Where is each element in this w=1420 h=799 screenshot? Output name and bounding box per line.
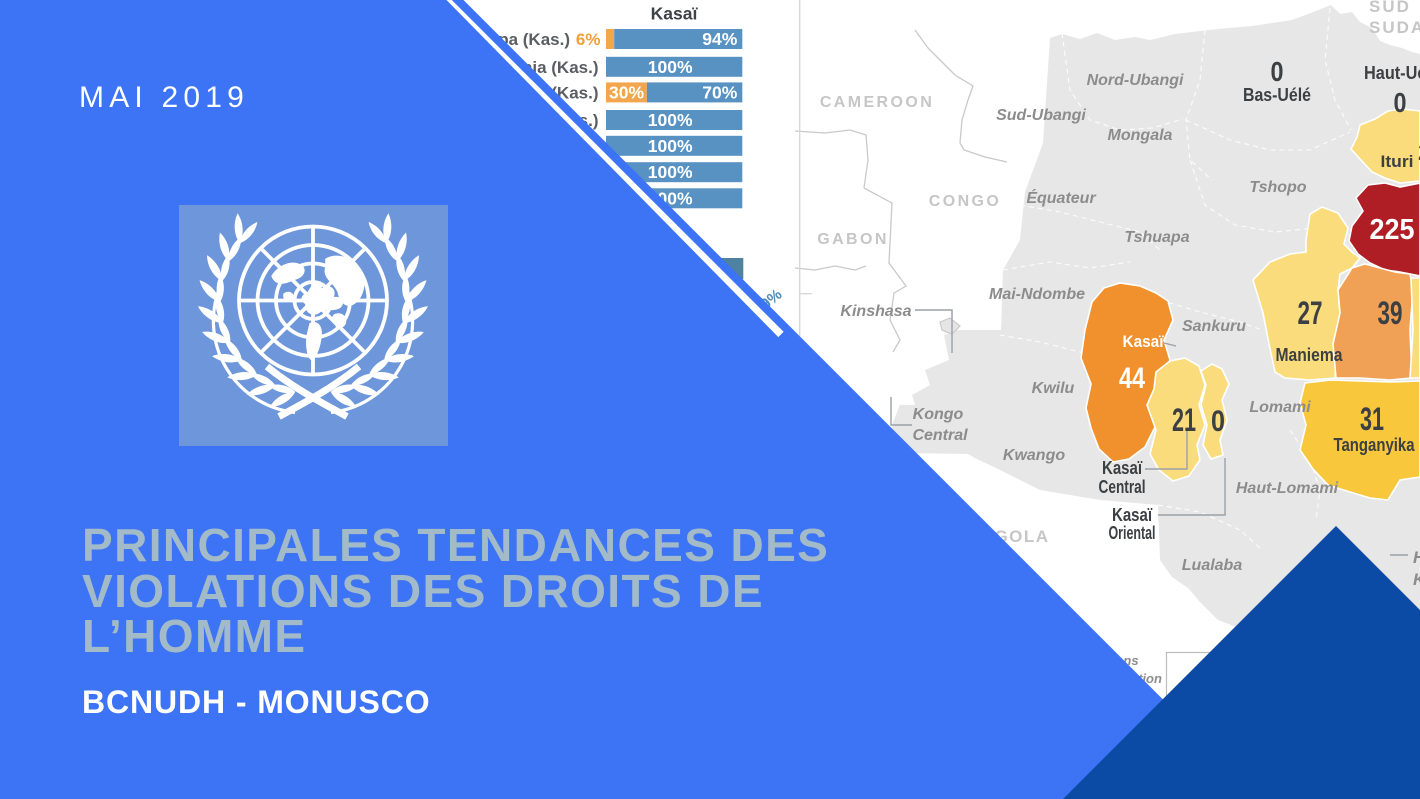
svg-text:0: 0 [1394, 87, 1407, 118]
svg-text:100%: 100% [648, 136, 693, 156]
svg-text:Ka: Ka [1413, 570, 1420, 589]
svg-text:Central: Central [1099, 477, 1146, 497]
svg-text:CAMEROON: CAMEROON [820, 94, 934, 111]
svg-text:30%: 30% [609, 82, 644, 102]
svg-text:Mongala: Mongala [1108, 127, 1173, 144]
svg-text:Nord-Ubangi: Nord-Ubangi [1087, 72, 1184, 89]
svg-text:Kinshasa: Kinshasa [840, 303, 911, 320]
svg-text:100%: 100% [648, 110, 693, 130]
svg-text:Maniema: Maniema [1276, 345, 1344, 365]
svg-text:2: 2 [1418, 139, 1420, 166]
svg-text:27: 27 [1298, 295, 1323, 331]
svg-text:0: 0 [1271, 56, 1284, 87]
svg-text:100%: 100% [648, 57, 693, 77]
svg-text:Ituri: Ituri [1381, 152, 1414, 171]
svg-text:Tanganyika: Tanganyika [1334, 435, 1416, 455]
svg-text:100%: 100% [648, 162, 693, 182]
svg-text:GOLA: GOLA [994, 527, 1049, 546]
svg-text:Bas-Uélé: Bas-Uélé [1243, 85, 1311, 105]
svg-text:Kasaï: Kasaï [1123, 332, 1165, 351]
svg-text:Kwilu: Kwilu [1032, 380, 1075, 397]
svg-text:Équateur: Équateur [1026, 188, 1096, 207]
svg-text:70%: 70% [702, 82, 737, 102]
svg-text:0: 0 [1211, 405, 1225, 438]
svg-text:SUD: SUD [1369, 0, 1411, 16]
svg-text:225: 225 [1370, 214, 1415, 246]
svg-text:44: 44 [1119, 362, 1145, 395]
svg-text:Mai-Ndombe: Mai-Ndombe [989, 286, 1085, 303]
svg-text:6%: 6% [576, 30, 601, 49]
svg-text:Kasaï: Kasaï [1102, 458, 1143, 478]
svg-text:Kasaï: Kasaï [1112, 505, 1153, 525]
svg-text:Lualaba: Lualaba [1182, 557, 1243, 574]
svg-text:Kongo: Kongo [913, 406, 964, 423]
svg-text:CONGO: CONGO [929, 193, 1001, 210]
svg-text:94%: 94% [702, 29, 737, 49]
svg-text:21: 21 [1172, 402, 1196, 438]
svg-text:Tshopo: Tshopo [1249, 179, 1306, 196]
svg-text:31: 31 [1360, 401, 1384, 437]
svg-text:GABON: GABON [817, 231, 889, 248]
svg-text:Haut-Lomami: Haut-Lomami [1236, 480, 1339, 497]
svg-text:Tshuapa: Tshuapa [1124, 229, 1189, 246]
svg-text:Central: Central [912, 427, 968, 444]
svg-text:Kasaï: Kasaï [651, 4, 699, 24]
svg-text:39: 39 [1378, 295, 1403, 331]
svg-text:Kwango: Kwango [1003, 447, 1065, 464]
svg-text:Sankuru: Sankuru [1182, 318, 1246, 335]
svg-text:Ha: Ha [1413, 548, 1420, 567]
svg-text:Oriental: Oriental [1109, 523, 1156, 543]
svg-text:Sud-Ubangi: Sud-Ubangi [996, 107, 1086, 124]
svg-text:Haut-Uélé: Haut-Uélé [1364, 63, 1420, 83]
svg-text:Lomami: Lomami [1249, 399, 1311, 416]
